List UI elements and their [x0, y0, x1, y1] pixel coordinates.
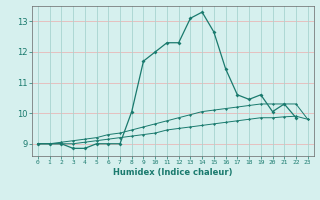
X-axis label: Humidex (Indice chaleur): Humidex (Indice chaleur): [113, 168, 233, 177]
